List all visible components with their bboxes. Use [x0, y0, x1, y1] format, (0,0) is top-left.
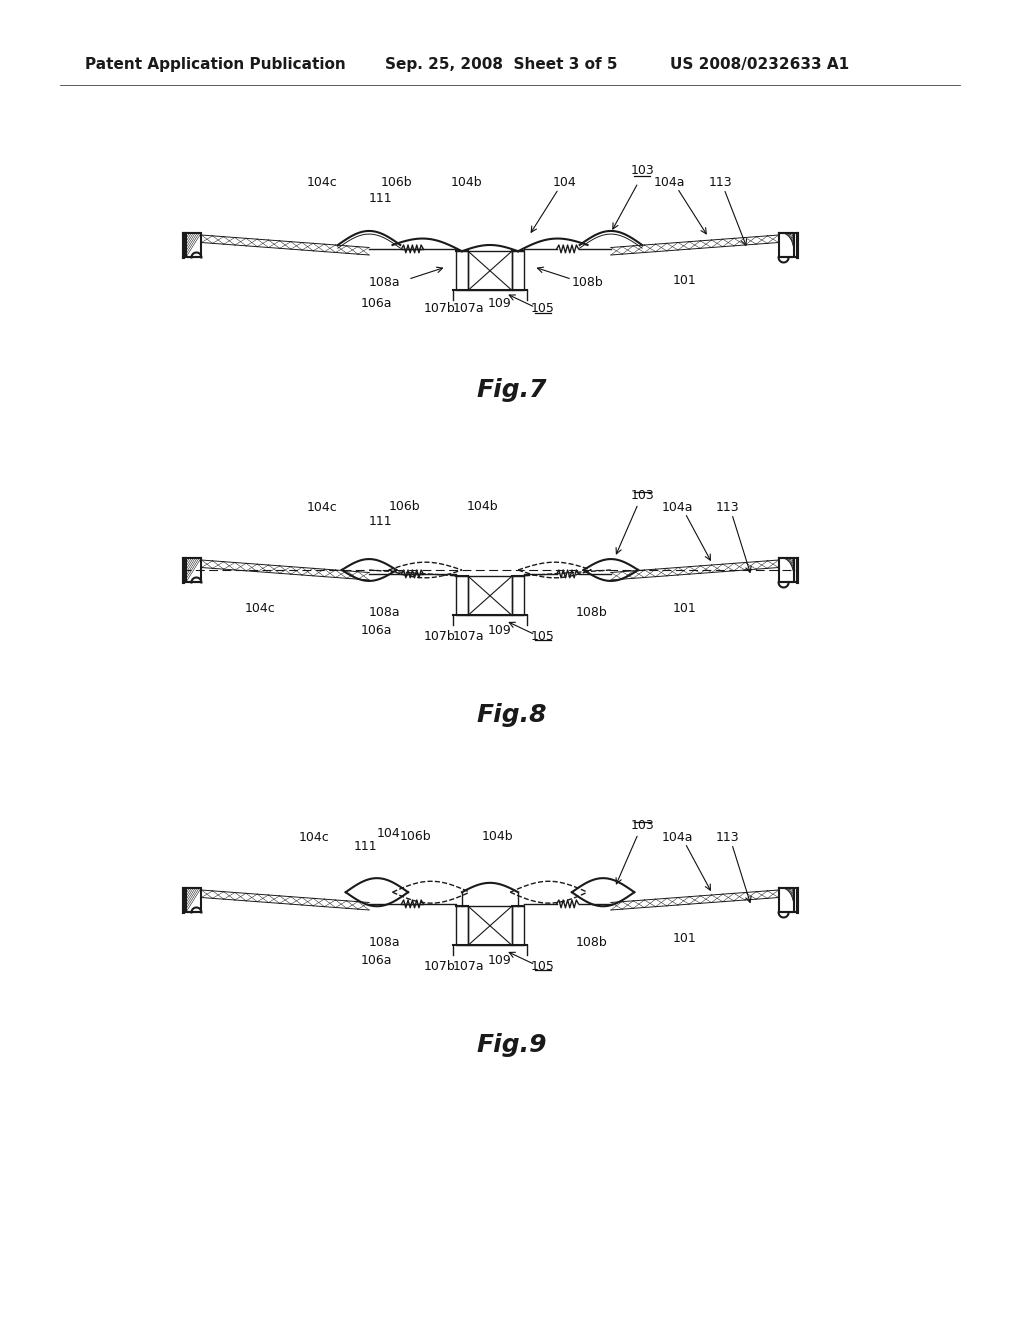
Text: 104b: 104b [482, 829, 514, 842]
Text: 105: 105 [531, 960, 555, 973]
Text: Fig.7: Fig.7 [477, 378, 547, 403]
Text: 105: 105 [531, 630, 555, 643]
Text: 107b: 107b [424, 960, 456, 973]
Text: 113: 113 [709, 176, 732, 189]
Text: 104c: 104c [307, 176, 338, 189]
Text: 104a: 104a [662, 502, 693, 513]
Text: Fig.9: Fig.9 [477, 1034, 547, 1057]
Text: 106a: 106a [361, 624, 392, 638]
Text: 104: 104 [552, 176, 575, 189]
Text: 111: 111 [369, 191, 392, 205]
Text: 106a: 106a [361, 954, 392, 968]
Text: 107a: 107a [453, 960, 484, 973]
Text: 113: 113 [716, 832, 739, 843]
Text: 104c: 104c [245, 602, 275, 615]
Text: 104: 104 [377, 828, 400, 841]
Text: 104c: 104c [299, 832, 330, 843]
Text: 106a: 106a [361, 297, 392, 310]
Text: 108b: 108b [575, 936, 607, 949]
Text: US 2008/0232633 A1: US 2008/0232633 A1 [670, 58, 849, 73]
Text: 107b: 107b [424, 630, 456, 643]
Text: 104c: 104c [307, 502, 338, 513]
Text: 106b: 106b [381, 176, 413, 189]
Text: 107b: 107b [424, 302, 456, 315]
Text: 101: 101 [673, 602, 697, 615]
Text: 108a: 108a [369, 276, 400, 289]
Text: 101: 101 [673, 932, 697, 945]
Text: 108b: 108b [571, 276, 604, 289]
Text: 105: 105 [531, 302, 555, 315]
Text: 103: 103 [630, 165, 654, 177]
Text: 104b: 104b [451, 176, 482, 189]
Text: 106b: 106b [388, 499, 420, 512]
Text: Sep. 25, 2008  Sheet 3 of 5: Sep. 25, 2008 Sheet 3 of 5 [385, 58, 617, 73]
Text: 109: 109 [487, 297, 511, 310]
Text: 104a: 104a [653, 176, 685, 189]
Text: 106b: 106b [400, 829, 432, 842]
Text: 104b: 104b [466, 499, 498, 512]
Text: 109: 109 [487, 624, 511, 638]
Text: 103: 103 [630, 490, 654, 503]
Text: 108b: 108b [575, 606, 607, 619]
Text: 101: 101 [673, 273, 697, 286]
Text: Fig.8: Fig.8 [477, 704, 547, 727]
Text: 113: 113 [716, 502, 739, 513]
Text: 103: 103 [630, 820, 654, 833]
Text: 108a: 108a [369, 936, 400, 949]
Text: 109: 109 [487, 954, 511, 968]
Text: 107a: 107a [453, 302, 484, 315]
Text: 104a: 104a [662, 832, 693, 843]
Text: 107a: 107a [453, 630, 484, 643]
Text: Patent Application Publication: Patent Application Publication [85, 58, 346, 73]
Text: 111: 111 [369, 515, 392, 528]
Text: 111: 111 [353, 841, 377, 854]
Text: 108a: 108a [369, 606, 400, 619]
